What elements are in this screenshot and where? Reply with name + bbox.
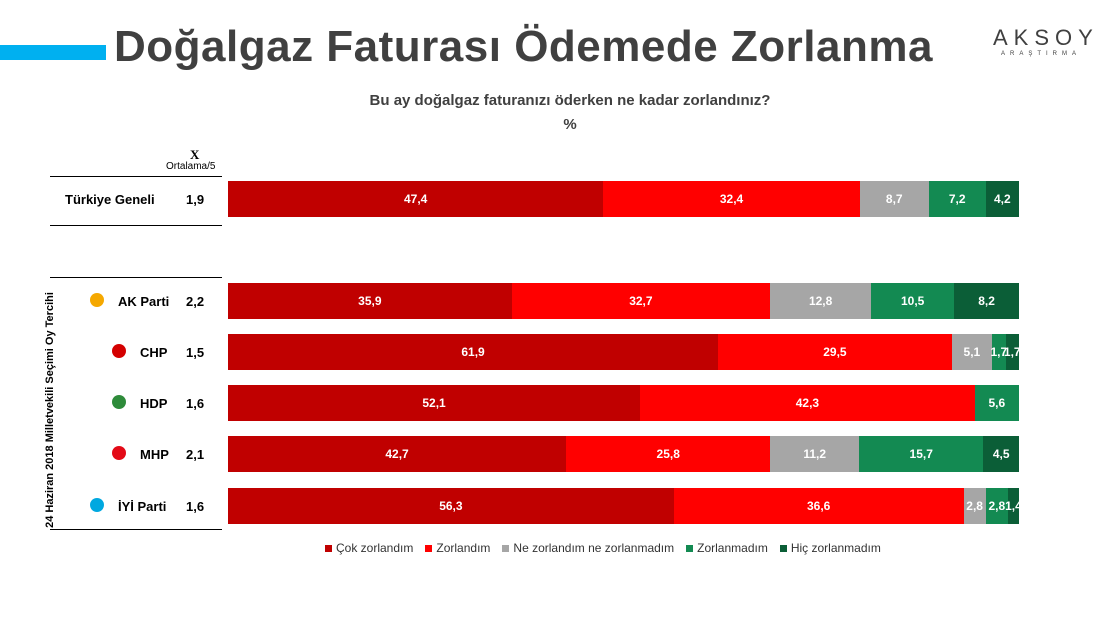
bar-segment-3: 5,1 <box>951 334 993 370</box>
bar-segment-5: 1,7 <box>1004 334 1021 370</box>
row-average: 1,6 <box>186 499 205 514</box>
bar-segment-4: 5,6 <box>974 385 1019 421</box>
legend-item: Zorlanmadım <box>686 541 768 555</box>
row-label: İYİ Parti <box>118 499 167 514</box>
bar-segment-5: 1,4 <box>1005 488 1022 524</box>
bar-segment-4: 7,2 <box>928 181 986 217</box>
row-label: CHP <box>140 345 168 360</box>
legend-label: Ne zorlandım ne zorlanmadım <box>513 541 675 555</box>
row-average: 1,5 <box>186 345 205 360</box>
stacked-bar: 47,4 32,4 8,7 7,2 4,2 <box>228 181 1019 217</box>
bar-segment-2: 42,3 <box>640 385 975 421</box>
legend-label: Zorlandım <box>436 541 491 555</box>
bar-segment-3: 11,2 <box>770 436 860 472</box>
chp-logo-icon <box>108 341 130 363</box>
legend-item: Ne zorlandım ne zorlanmadım <box>502 541 674 555</box>
bar-segment-1: 47,4 <box>228 181 604 217</box>
bar-segment-4: 2,8 <box>985 488 1008 524</box>
bar-segment-2: 25,8 <box>566 436 771 472</box>
divider-line <box>50 225 222 226</box>
stacked-bar: 42,7 25,8 11,2 15,7 4,5 <box>228 436 1019 472</box>
bar-segment-1: 35,9 <box>228 283 512 319</box>
bar-segment-4: 1,7 <box>990 334 1007 370</box>
legend-swatch <box>686 544 694 552</box>
group-label: 24 Haziran 2018 Milletvekili Seçimi Oy T… <box>44 292 56 528</box>
row-average: 1,9 <box>186 192 205 207</box>
bar-segment-5: 8,2 <box>954 283 1019 319</box>
stacked-bar: 52,1 42,3 5,6 <box>228 385 1019 421</box>
bar-segment-3: 12,8 <box>770 283 872 319</box>
legend-swatch <box>779 544 787 552</box>
legend-label: Çok zorlandım <box>336 541 414 555</box>
row-label: MHP <box>140 447 169 462</box>
stacked-bar: 56,3 36,6 2,8 2,8 1,4 <box>228 488 1022 524</box>
aksoy-logo: AKSOY ARAŞTIRMA <box>993 25 1099 57</box>
avg-header: Ortalama/5 <box>166 161 216 172</box>
bar-segment-2: 32,7 <box>511 283 771 319</box>
legend: Çok zorlandım Zorlandım Ne zorlandım ne zo… <box>325 541 881 555</box>
chart-title: Bu ay doğalgaz faturanızı öderken ne kad… <box>369 92 771 109</box>
unit-label: % <box>563 116 577 133</box>
legend-item: Çok zorlandım <box>325 541 413 555</box>
row-average: 1,6 <box>186 396 205 411</box>
legend-swatch <box>502 544 510 552</box>
legend-swatch <box>325 544 332 552</box>
row-average: 2,1 <box>186 447 205 462</box>
avg-symbol: X <box>190 147 200 162</box>
legend-label: Zorlanmadım <box>697 541 768 555</box>
legend-item: Zorlandım <box>425 541 490 555</box>
divider-line <box>50 277 222 278</box>
ak-parti-logo-icon <box>86 290 108 312</box>
bar-segment-3: 2,8 <box>963 488 986 524</box>
page-title: Doğalgaz Faturası Ödemede Zorlanma <box>114 22 933 71</box>
row-average: 2,2 <box>186 294 205 309</box>
bar-segment-2: 29,5 <box>718 334 952 370</box>
iyi-logo-icon <box>86 495 108 517</box>
bar-segment-4: 15,7 <box>859 436 984 472</box>
bar-segment-5: 4,5 <box>983 436 1019 472</box>
bar-segment-3: 8,7 <box>859 181 929 217</box>
hdp-logo-icon <box>108 392 130 414</box>
row-label: Türkiye Geneli <box>65 192 155 207</box>
title-accent-bar <box>0 45 106 60</box>
divider-line <box>50 176 222 177</box>
mhp-logo-icon <box>108 443 130 465</box>
row-label: HDP <box>140 396 168 411</box>
bar-segment-5: 4,2 <box>985 181 1019 217</box>
bar-segment-1: 52,1 <box>228 385 641 421</box>
bar-segment-2: 32,4 <box>603 181 860 217</box>
stacked-bar: 35,9 32,7 12,8 10,5 8,2 <box>228 283 1019 319</box>
legend-swatch <box>425 544 433 552</box>
bar-segment-2: 36,6 <box>673 488 964 524</box>
legend-label: Hiç zorlanmadım <box>790 541 881 555</box>
bar-segment-1: 42,7 <box>228 436 567 472</box>
bar-segment-4: 10,5 <box>871 283 955 319</box>
stacked-bar: 61,9 29,5 5,1 1,7 1,7 <box>228 334 1021 370</box>
bar-segment-1: 56,3 <box>228 488 674 524</box>
legend-item: Hiç zorlanmadım <box>779 541 881 555</box>
divider-line <box>50 529 222 530</box>
row-label: AK Parti <box>118 294 170 309</box>
bar-segment-1: 61,9 <box>228 334 719 370</box>
